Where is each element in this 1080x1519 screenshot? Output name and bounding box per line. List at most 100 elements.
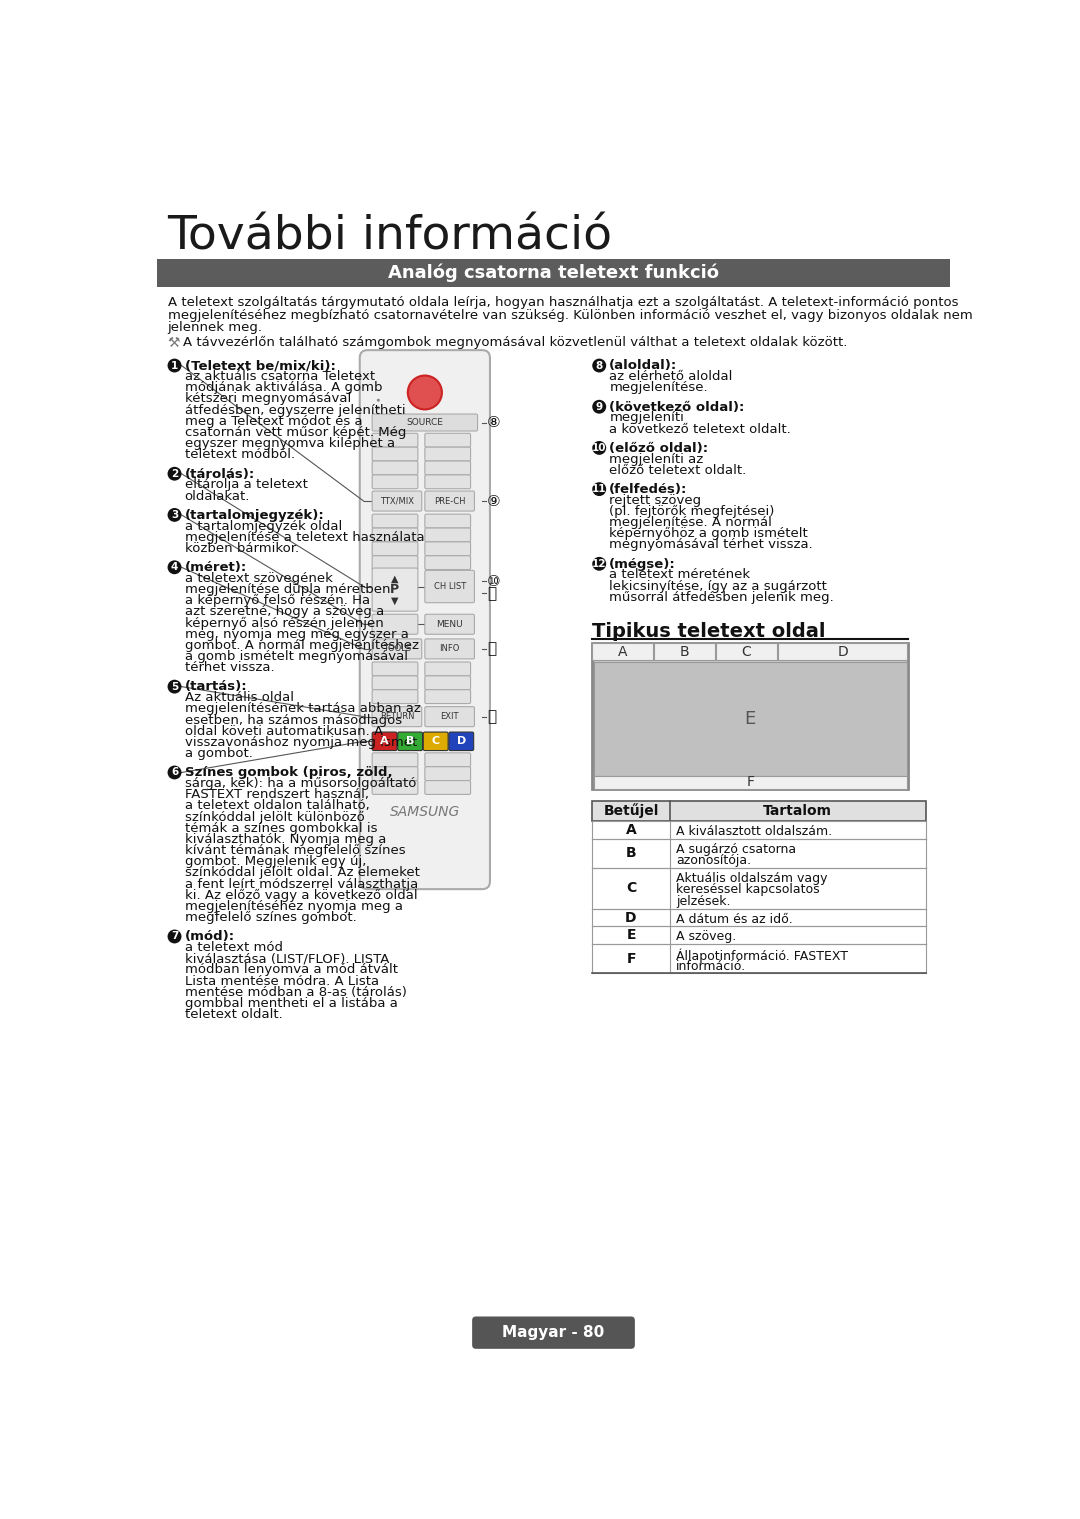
Text: (mégse):: (mégse): <box>609 557 676 571</box>
FancyBboxPatch shape <box>397 732 422 750</box>
Text: azonosítója.: azonosítója. <box>676 854 751 867</box>
FancyBboxPatch shape <box>424 433 471 447</box>
FancyBboxPatch shape <box>472 1317 635 1349</box>
Text: oldalakat.: oldalakat. <box>185 489 249 503</box>
Text: gombot. A normál megjelenítéshez: gombot. A normál megjelenítéshez <box>185 639 419 652</box>
Text: (méret):: (méret): <box>185 561 247 574</box>
Circle shape <box>167 358 181 372</box>
Text: F: F <box>626 952 636 966</box>
FancyBboxPatch shape <box>424 639 474 659</box>
Circle shape <box>592 399 606 413</box>
Text: C: C <box>432 737 440 746</box>
Text: (következő oldal):: (következő oldal): <box>609 401 745 413</box>
Text: A szöveg.: A szöveg. <box>676 930 737 943</box>
Text: színkóddal jelölt különböző: színkóddal jelölt különböző <box>185 811 364 823</box>
Text: B: B <box>679 644 689 659</box>
Text: megjelenítése.: megjelenítése. <box>609 381 707 395</box>
Text: a gombot.: a gombot. <box>185 747 253 760</box>
Text: ⑨: ⑨ <box>487 494 500 509</box>
FancyBboxPatch shape <box>373 767 418 781</box>
Text: ⑧: ⑧ <box>487 415 500 430</box>
Circle shape <box>167 679 181 694</box>
Text: Magyar - 80: Magyar - 80 <box>502 1325 605 1340</box>
Text: témák a színes gombokkal is: témák a színes gombokkal is <box>185 822 377 835</box>
FancyBboxPatch shape <box>373 542 418 556</box>
Text: Az aktuális oldal: Az aktuális oldal <box>185 691 294 705</box>
FancyBboxPatch shape <box>373 462 418 475</box>
FancyBboxPatch shape <box>373 706 422 726</box>
Bar <box>592 801 926 820</box>
Text: D: D <box>837 644 848 659</box>
Bar <box>654 643 715 661</box>
Text: E: E <box>626 928 636 942</box>
Text: átfedésben, egyszerre jelenítheti: átfedésben, egyszerre jelenítheti <box>185 404 405 416</box>
FancyBboxPatch shape <box>449 732 474 750</box>
Text: egyszer megnyomva kiléphet a: egyszer megnyomva kiléphet a <box>185 437 394 450</box>
Text: információ.: információ. <box>676 960 746 972</box>
Text: gombot. Megjelenik egy új,: gombot. Megjelenik egy új, <box>185 855 366 869</box>
Text: PRE-CH: PRE-CH <box>434 497 465 506</box>
FancyBboxPatch shape <box>424 676 471 690</box>
Text: megjelenítése a teletext használata: megjelenítése a teletext használata <box>185 530 424 544</box>
Text: SAMSUNG: SAMSUNG <box>390 805 460 819</box>
Text: megjelenítésének tartása abban az: megjelenítésének tartása abban az <box>185 702 420 715</box>
Circle shape <box>592 358 606 372</box>
Text: E: E <box>745 709 756 728</box>
Text: A: A <box>380 737 389 746</box>
Text: CH LIST: CH LIST <box>433 582 465 591</box>
Text: térhet vissza.: térhet vissza. <box>185 661 274 674</box>
Text: D: D <box>457 737 465 746</box>
Text: ⚒: ⚒ <box>167 336 180 351</box>
Text: kétszeri megnyomásával: kétszeri megnyomásával <box>185 392 351 406</box>
FancyBboxPatch shape <box>373 662 418 676</box>
Text: ▼: ▼ <box>391 595 399 606</box>
Text: 10: 10 <box>592 444 607 453</box>
FancyBboxPatch shape <box>373 676 418 690</box>
Bar <box>592 643 652 661</box>
Circle shape <box>167 466 181 480</box>
Text: megnyomásával térhet vissza.: megnyomásával térhet vissza. <box>609 538 813 551</box>
FancyBboxPatch shape <box>424 529 471 542</box>
Text: Analóg csatorna teletext funkció: Analóg csatorna teletext funkció <box>388 264 719 283</box>
FancyBboxPatch shape <box>360 351 490 889</box>
FancyBboxPatch shape <box>424 662 471 676</box>
Text: A távvezérlőn található számgombok megnyomásával közvetlenül válthat a teletext : A távvezérlőn található számgombok megny… <box>183 336 848 349</box>
Text: oldal követi automatikusan. A: oldal követi automatikusan. A <box>185 725 382 738</box>
Text: megjeleníti az: megjeleníti az <box>609 453 703 465</box>
Text: Betűjel: Betűjel <box>604 804 659 819</box>
Text: A kiválasztott oldalszám.: A kiválasztott oldalszám. <box>676 825 832 838</box>
Text: (tárolás):: (tárolás): <box>185 468 255 480</box>
Bar <box>594 662 907 776</box>
Text: rejtett szöveg: rejtett szöveg <box>609 494 701 507</box>
FancyBboxPatch shape <box>373 568 418 611</box>
Circle shape <box>592 441 606 454</box>
Text: Állapotinformáció. FASTEXT: Állapotinformáció. FASTEXT <box>676 948 848 963</box>
FancyBboxPatch shape <box>424 781 471 794</box>
Text: a teletext méretének: a teletext méretének <box>609 568 751 582</box>
Text: színkóddal jelölt oldal. Az elemeket: színkóddal jelölt oldal. Az elemeket <box>185 866 419 880</box>
Text: megjelenítése dupla méretben: megjelenítése dupla méretben <box>185 583 390 595</box>
Text: megjelenítéséhez nyomja meg a: megjelenítéséhez nyomja meg a <box>185 899 403 913</box>
Text: (felfedés):: (felfedés): <box>609 483 688 497</box>
Text: jelzések.: jelzések. <box>676 895 730 908</box>
Text: C: C <box>742 644 752 659</box>
Text: Lista mentése módra. A Lista: Lista mentése módra. A Lista <box>185 975 379 987</box>
Text: teletext módból.: teletext módból. <box>185 448 295 462</box>
Text: meg, nyomja meg még egyszer a: meg, nyomja meg még egyszer a <box>185 627 408 641</box>
FancyBboxPatch shape <box>424 614 474 635</box>
Text: csatornán vett műsor képét. Még: csatornán vett műsor képét. Még <box>185 425 406 439</box>
Text: B: B <box>406 737 415 746</box>
Text: ▲: ▲ <box>391 574 399 583</box>
Text: megjelenítéséhez megbízható csatornavételre van szükség. Különben információ ves: megjelenítéséhez megbízható csatornavéte… <box>167 308 972 322</box>
FancyBboxPatch shape <box>424 690 471 703</box>
Text: F: F <box>746 776 754 790</box>
Text: (előző oldal):: (előző oldal): <box>609 442 708 454</box>
FancyBboxPatch shape <box>373 513 418 529</box>
FancyBboxPatch shape <box>424 753 471 767</box>
Text: A: A <box>618 644 627 659</box>
Text: (tartás):: (tartás): <box>185 681 247 694</box>
Text: kereséssel kapcsolatos: kereséssel kapcsolatos <box>676 884 820 896</box>
Text: További információ: További információ <box>167 214 612 260</box>
FancyBboxPatch shape <box>373 753 418 767</box>
FancyBboxPatch shape <box>424 491 474 510</box>
